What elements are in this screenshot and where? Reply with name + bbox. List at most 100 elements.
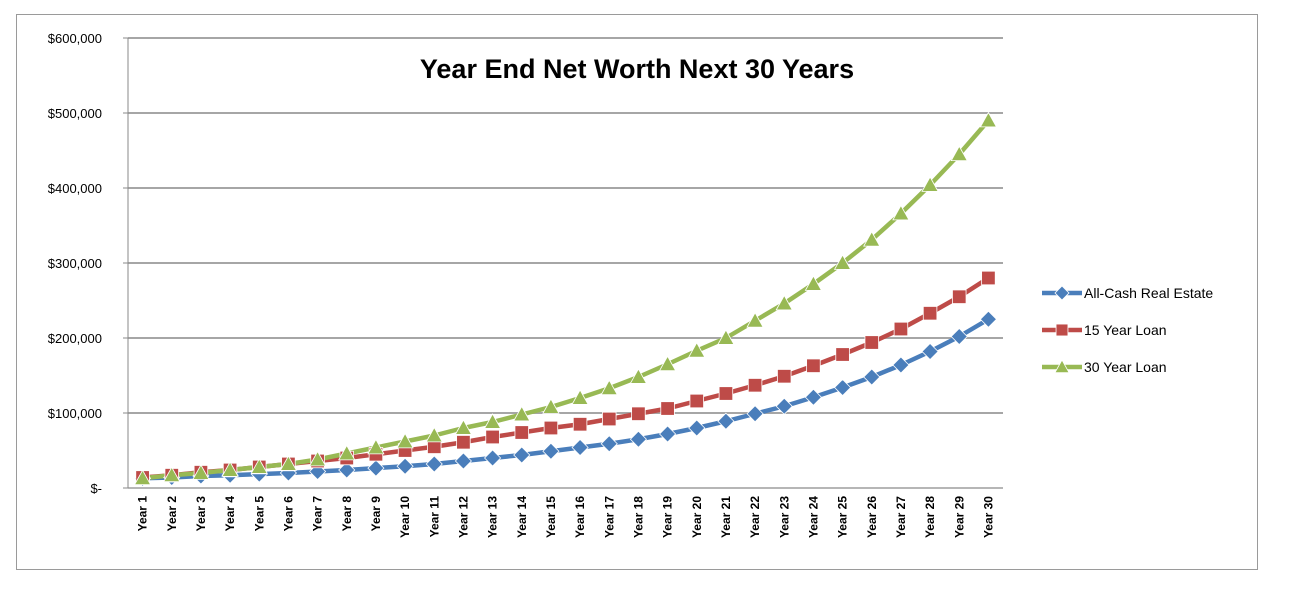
x-tick-label: Year 25 xyxy=(836,496,850,538)
data-point xyxy=(542,442,560,460)
data-point xyxy=(456,435,471,450)
data-point xyxy=(658,355,677,372)
data-point xyxy=(629,368,648,384)
x-tick-label: Year 7 xyxy=(311,496,325,532)
data-point xyxy=(543,420,559,436)
data-point xyxy=(892,204,910,221)
data-point xyxy=(192,464,210,480)
data-point xyxy=(746,405,764,423)
data-point xyxy=(1054,285,1070,301)
data-point xyxy=(863,230,881,247)
y-tick-label: $- xyxy=(90,481,102,496)
data-point xyxy=(572,417,588,432)
data-point xyxy=(1054,359,1070,374)
x-tick-label: Year 5 xyxy=(252,496,266,532)
data-point xyxy=(571,389,589,405)
data-point xyxy=(863,368,881,386)
x-tick-label: Year 28 xyxy=(923,496,937,538)
gridlines xyxy=(123,37,1003,489)
data-point xyxy=(338,444,356,461)
data-point xyxy=(922,306,938,321)
x-tick-label: Year 29 xyxy=(952,496,966,538)
data-point xyxy=(483,413,502,429)
y-tick-label: $300,000 xyxy=(48,256,102,271)
data-point xyxy=(775,397,793,415)
y-tick-label: $100,000 xyxy=(48,406,102,421)
x-tick-label: Year 8 xyxy=(340,496,354,532)
x-axis-tick-labels: Year 1 Year 2 Year 3 Year 4 Year 5 Year 6 Year… xyxy=(136,496,996,538)
data-point xyxy=(717,412,735,430)
data-point xyxy=(835,347,850,362)
data-point xyxy=(367,459,385,477)
data-point xyxy=(425,455,443,473)
data-point xyxy=(631,406,646,421)
data-point xyxy=(747,378,763,393)
data-point xyxy=(717,329,735,345)
x-tick-label: Year 24 xyxy=(806,496,820,538)
data-point xyxy=(833,254,852,270)
data-point xyxy=(806,358,821,373)
legend-label: 15 Year Loan xyxy=(1084,322,1167,338)
data-point xyxy=(513,446,531,464)
series-lines xyxy=(140,118,991,481)
data-point xyxy=(629,430,647,448)
data-point xyxy=(979,111,998,128)
data-point xyxy=(250,458,268,474)
x-tick-label: Year 21 xyxy=(719,496,733,538)
data-point xyxy=(163,466,181,483)
x-tick-label: Year 11 xyxy=(427,496,441,538)
y-tick-label: $600,000 xyxy=(48,31,102,46)
x-tick-label: Year 9 xyxy=(369,496,383,532)
data-point xyxy=(981,270,996,286)
x-tick-label: Year 14 xyxy=(515,496,529,538)
data-point xyxy=(513,405,531,422)
data-point xyxy=(338,461,356,479)
data-point xyxy=(921,342,939,361)
data-point xyxy=(454,452,472,470)
data-point xyxy=(777,369,792,384)
data-point xyxy=(950,145,968,162)
data-point xyxy=(952,289,967,304)
data-point xyxy=(279,455,298,471)
data-point xyxy=(979,310,997,328)
data-point xyxy=(804,388,822,406)
data-point xyxy=(718,386,734,401)
data-point xyxy=(308,450,327,467)
data-point xyxy=(221,461,239,477)
chart-title: Year End Net Worth Next 30 Years xyxy=(420,54,854,84)
data-point xyxy=(746,311,764,328)
y-tick-label: $400,000 xyxy=(48,181,102,196)
x-tick-label: Year 1 xyxy=(136,496,150,532)
x-tick-label: Year 22 xyxy=(748,496,762,538)
data-point xyxy=(688,341,706,358)
x-tick-label: Year 13 xyxy=(486,496,500,538)
legend-label: All-Cash Real Estate xyxy=(1084,285,1213,301)
data-point xyxy=(775,294,793,311)
legend: All-Cash Real Estate 15 Year Loan 30 Year … xyxy=(1042,285,1213,375)
data-point xyxy=(425,426,443,443)
data-point xyxy=(542,398,560,414)
data-point xyxy=(893,321,909,337)
x-tick-label: Year 19 xyxy=(661,496,675,538)
x-tick-label: Year 23 xyxy=(777,496,791,538)
data-point xyxy=(892,356,910,374)
data-point xyxy=(485,429,500,445)
data-point xyxy=(367,438,385,455)
x-tick-label: Year 3 xyxy=(194,496,208,532)
x-tick-label: Year 16 xyxy=(573,496,587,538)
data-point xyxy=(602,411,617,427)
legend-label: 30 Year Loan xyxy=(1084,359,1167,375)
y-tick-label: $500,000 xyxy=(48,106,102,121)
data-point xyxy=(834,378,852,397)
data-point xyxy=(600,379,618,396)
x-tick-label: Year 2 xyxy=(165,496,179,532)
x-tick-label: Year 15 xyxy=(544,496,558,538)
x-tick-label: Year 17 xyxy=(602,496,616,538)
series-markers xyxy=(133,111,998,487)
x-tick-label: Year 26 xyxy=(865,496,879,538)
data-point xyxy=(514,425,529,440)
series-line xyxy=(140,317,991,481)
data-point xyxy=(571,438,589,457)
data-point xyxy=(396,457,414,475)
